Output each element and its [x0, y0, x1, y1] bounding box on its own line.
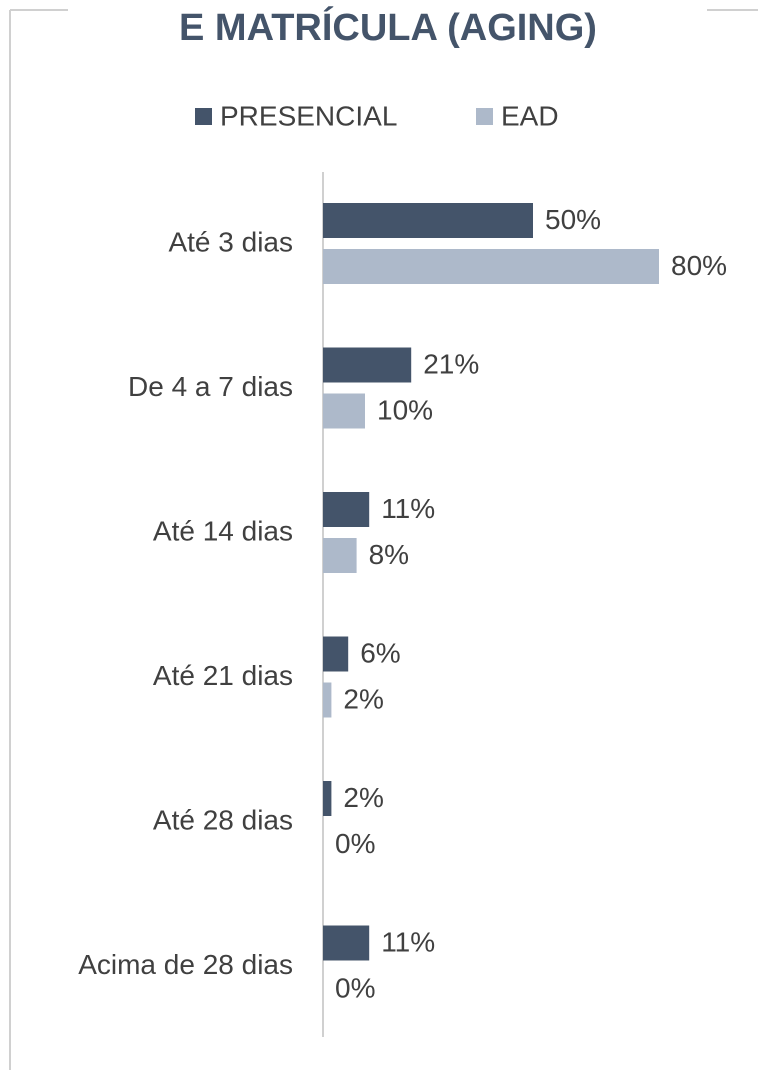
bar [323, 203, 533, 238]
bar [323, 492, 370, 527]
y-tick-label: De 4 a 7 dias [128, 371, 293, 402]
data-label: 11% [381, 926, 435, 957]
legend-swatch [476, 108, 493, 125]
data-label: 6% [360, 637, 400, 668]
y-tick-label: Até 28 dias [153, 804, 293, 835]
data-label: 80% [671, 250, 727, 281]
legend-swatch [195, 108, 212, 125]
data-label: 11% [381, 493, 435, 524]
data-label: 8% [369, 539, 409, 570]
y-tick-label: Até 14 dias [153, 515, 293, 546]
chart-title: E MATRÍCULA (AGING) [179, 5, 597, 49]
data-label: 2% [343, 782, 383, 813]
y-tick-label: Até 21 dias [153, 660, 293, 691]
data-label: 10% [377, 394, 433, 425]
data-label: 0% [335, 828, 375, 859]
data-label: 2% [343, 683, 383, 714]
data-label: 50% [545, 204, 601, 235]
bar [323, 682, 332, 718]
bar [323, 636, 349, 672]
bar [323, 781, 332, 816]
bar [323, 925, 370, 961]
data-label: 0% [335, 972, 375, 1003]
bar [323, 538, 357, 573]
legend-label: EAD [501, 100, 559, 131]
bar [323, 347, 412, 383]
legend-label: PRESENCIAL [220, 100, 397, 131]
data-label: 21% [423, 348, 479, 379]
y-tick-label: Acima de 28 dias [78, 949, 293, 980]
y-tick-label: Até 3 dias [168, 226, 293, 257]
bar [323, 249, 659, 284]
bar [323, 393, 365, 429]
